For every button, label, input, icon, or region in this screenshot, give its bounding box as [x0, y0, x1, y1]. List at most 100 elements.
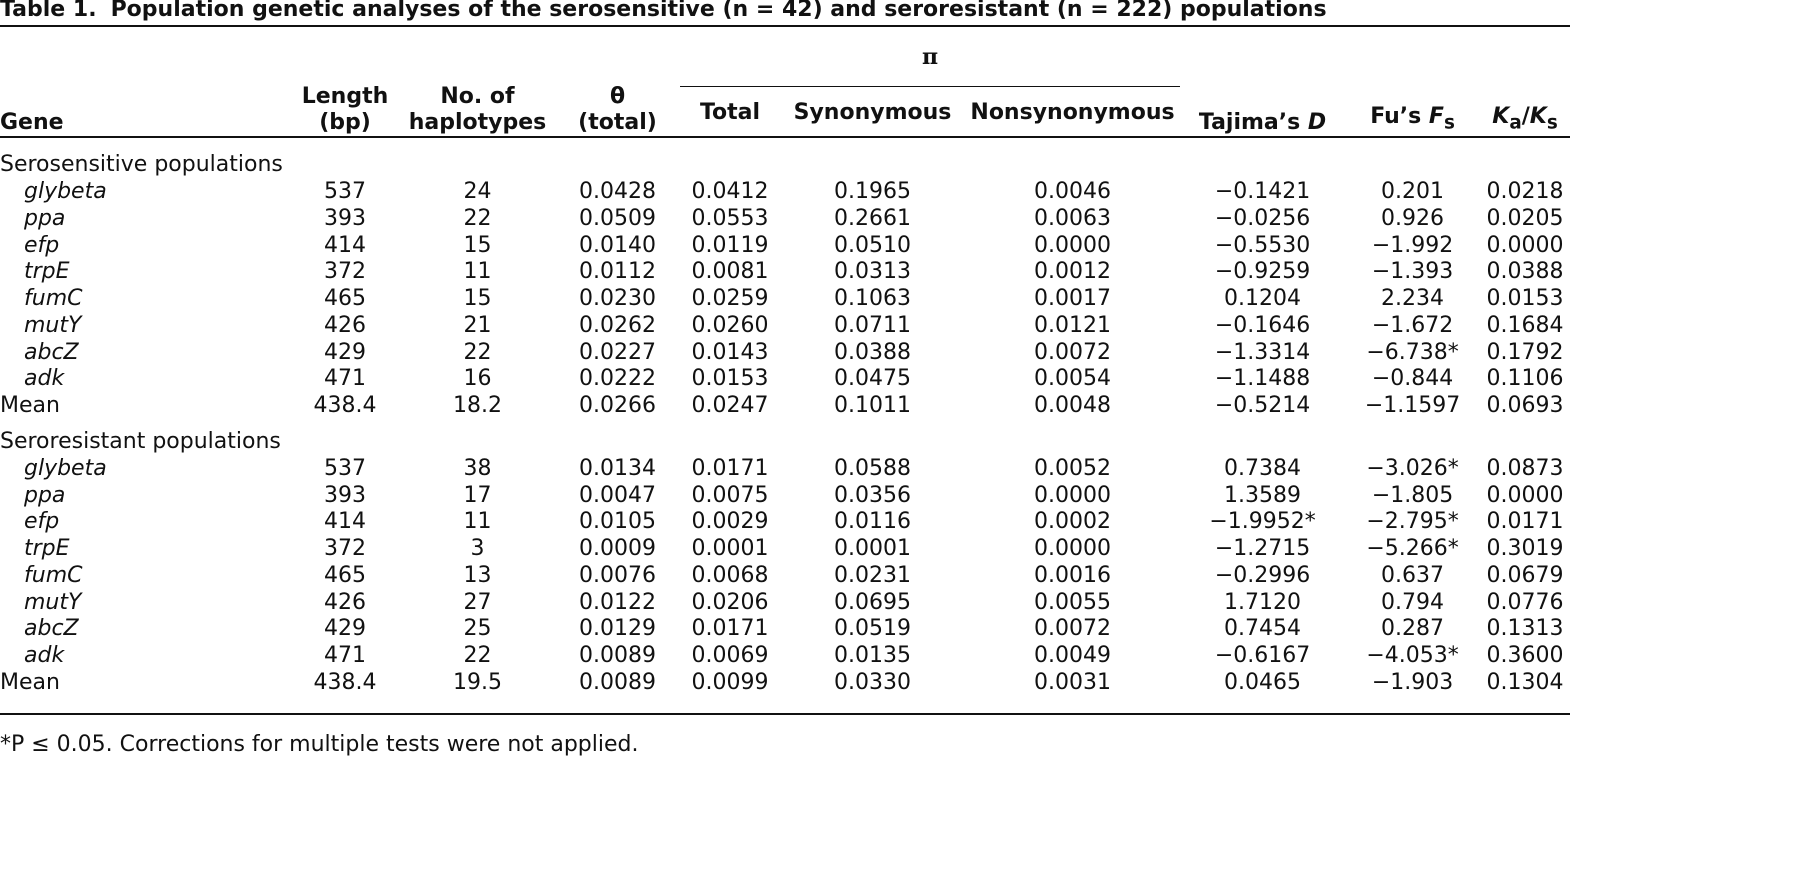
table-cell: 0.0047: [579, 482, 656, 508]
table-cell: 0.0052: [1034, 455, 1111, 481]
header-text: Total: [699, 100, 761, 125]
table-cell: 38: [463, 455, 492, 481]
table-cell: 0.0153: [691, 366, 769, 392]
header-text: a: [1509, 112, 1522, 133]
table-cell: −0.2996: [1214, 562, 1311, 588]
header-cell: Length (bp): [290, 29, 400, 137]
table-cell: 0.0135: [834, 643, 911, 668]
gene-name: abcZ: [24, 339, 79, 365]
table-cell: −0.5530: [1214, 232, 1311, 258]
table-cell: 27: [463, 589, 492, 615]
table-row: efp 414 15 0.0140 0.0119 0.0510 0.0000 −0.5530 −…: [0, 233, 1570, 260]
table-cell: 372: [324, 259, 366, 285]
table-row: fumC 465 13 0.0076 0.0068 0.0231 0.0016 −0.2996…: [0, 563, 1570, 590]
table-cell: 0.0112: [579, 259, 656, 285]
table-cell: 0.0206: [691, 589, 769, 615]
header-text: Gene: [0, 110, 64, 135]
table-cell: 0.1304: [1486, 669, 1564, 695]
table-cell: 0.637: [1381, 562, 1445, 588]
table-cell: 0.1204: [1224, 286, 1302, 311]
gene-name: efp: [24, 509, 60, 535]
table-cell: 0.0171: [691, 455, 769, 481]
table-cell: 0.3019: [1486, 536, 1564, 561]
table-cell: 15: [463, 232, 492, 258]
table-cell: 0.0873: [1486, 455, 1564, 481]
table-cell: −1.903: [1371, 669, 1454, 695]
header-text: K: [1492, 103, 1510, 129]
table-cell: 0.0069: [691, 643, 769, 668]
table-cell: −1.9952*: [1209, 509, 1316, 535]
table-cell: 471: [324, 643, 366, 668]
section-row: Seroresistant populations: [0, 420, 1570, 456]
header-text: Tajima’s: [1198, 110, 1308, 135]
table-cell: 0.0428: [579, 179, 656, 204]
table-cell: 438.4: [313, 669, 377, 695]
table-cell: 0.1063: [834, 286, 911, 311]
header-cell: Tajima’s D: [1180, 29, 1345, 137]
table-cell: 0.0247: [691, 393, 769, 418]
table-cell: 0.0029: [691, 509, 769, 535]
table-cell: 0.0072: [1034, 339, 1111, 365]
header-cell: Fu’s Fs: [1345, 29, 1480, 137]
table-cell: −1.1597: [1364, 393, 1461, 418]
title-text: Population genetic analyses of the seros…: [110, 0, 1327, 22]
header-cell: Gene: [0, 29, 290, 137]
table-cell: 11: [463, 509, 492, 535]
table-cell: 0.0231: [834, 562, 911, 588]
table-cell: 0.0222: [579, 366, 656, 392]
table-cell: 0.1011: [834, 393, 911, 418]
table-cell: −1.393: [1371, 259, 1454, 285]
table-cell: 0.0171: [1486, 509, 1564, 535]
footnote: *P ≤ 0.05. Corrections for multiple test…: [0, 732, 639, 757]
table-cell: 0.0099: [691, 669, 769, 695]
table-cell: −1.2715: [1214, 536, 1311, 561]
table-cell: 25: [463, 616, 492, 642]
header-text: No. of: [440, 84, 515, 109]
table-cell: 426: [324, 312, 366, 338]
table-cell: 0.0205: [1486, 205, 1564, 231]
table-cell: 0.0000: [1486, 482, 1564, 508]
table-cell: 0.0259: [691, 286, 769, 311]
table-cell: 0.0001: [834, 536, 911, 561]
table-cell: 0.0001: [691, 536, 769, 561]
table-cell: 1.3589: [1224, 482, 1302, 508]
table-cell: 16: [463, 366, 492, 392]
header-cell: Ka/Ks: [1480, 29, 1570, 137]
table-row: ppa 393 22 0.0509 0.0553 0.2661 0.0063 −0.0256 0…: [0, 206, 1570, 233]
header-text: Fu’s: [1370, 103, 1429, 129]
table-cell: 0.0313: [834, 259, 911, 285]
table-cell: 0.0000: [1034, 536, 1111, 561]
table-cell: 0.0089: [579, 669, 656, 695]
header-text: (total): [578, 110, 657, 135]
gene-name: glybeta: [24, 455, 107, 481]
table-cell: −1.672: [1371, 312, 1454, 338]
table-cell: 0.0218: [1486, 179, 1564, 204]
header-text: Synonymous: [793, 100, 952, 125]
gene-name: adk: [24, 643, 65, 668]
table-row: ppa 393 17 0.0047 0.0075 0.0356 0.0000 1.3589 −1…: [0, 483, 1570, 510]
gene-name: glybeta: [24, 179, 107, 204]
table-cell: 0.0075: [691, 482, 769, 508]
table-cell: 0.0230: [579, 286, 656, 311]
gene-name: mutY: [24, 589, 82, 615]
table-cell: −1.992: [1371, 232, 1454, 258]
table-cell: −0.6167: [1214, 643, 1311, 668]
table-cell: 0.0000: [1486, 232, 1564, 258]
table-cell: 0.0119: [691, 232, 769, 258]
table-cell: 0.0330: [834, 669, 911, 695]
table-cell: 0.0388: [1486, 259, 1564, 285]
gene-name: fumC: [24, 562, 83, 588]
table-cell: 0.926: [1381, 205, 1445, 231]
header-text: (bp): [319, 110, 371, 135]
table-cell: 11: [463, 259, 492, 285]
table-cell: 0.0031: [1034, 669, 1111, 695]
table-cell: 0.0588: [834, 455, 911, 481]
table-cell: 0.0068: [691, 562, 769, 588]
gene-name: ppa: [24, 482, 66, 508]
table-cell: 0.1684: [1486, 312, 1564, 338]
table-cell: −1.1488: [1214, 366, 1311, 392]
table-cell: 22: [463, 643, 492, 668]
table-cell: 426: [324, 589, 366, 615]
table-cell: 0.0262: [579, 312, 656, 338]
table-cell: 438.4: [313, 393, 377, 418]
